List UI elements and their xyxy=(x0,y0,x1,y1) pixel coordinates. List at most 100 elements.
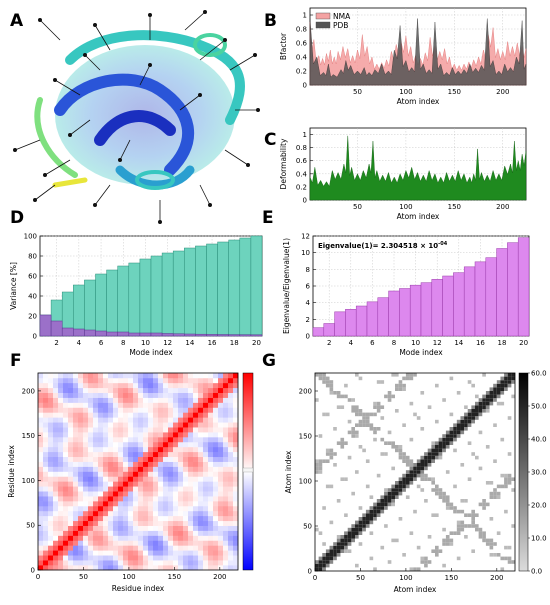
heatmap-cell xyxy=(188,520,194,526)
heatmap-cell xyxy=(173,545,179,551)
contact-cell xyxy=(329,549,334,553)
heatmap-cell xyxy=(218,422,224,428)
contact-cell xyxy=(413,412,417,417)
contact-cell xyxy=(416,459,421,463)
heatmap-cell xyxy=(218,550,224,556)
contact-cell xyxy=(482,499,486,503)
heatmap-cell xyxy=(108,456,114,462)
heatmap-cell xyxy=(118,441,124,448)
y-tick-label: 0 xyxy=(303,197,307,205)
heatmap-cell xyxy=(93,407,99,413)
contact-cell xyxy=(431,455,435,460)
heatmap-cell xyxy=(143,407,149,413)
y-tick-label: 100 xyxy=(22,477,35,485)
heatmap-cell xyxy=(53,491,59,497)
heatmap-cell xyxy=(208,451,214,458)
heatmap-cell xyxy=(228,407,234,413)
contact-cell xyxy=(478,412,483,417)
contact-cell xyxy=(344,394,348,399)
heatmap-cell xyxy=(158,402,164,408)
heatmap-cell xyxy=(163,565,169,571)
contact-cell xyxy=(373,427,377,431)
heatmap-cell xyxy=(83,422,89,428)
contact-cell xyxy=(489,517,494,521)
contact-cell xyxy=(395,373,399,377)
contact-cell xyxy=(493,553,497,557)
bar xyxy=(139,332,152,337)
y-axis-label: Residue index xyxy=(7,445,16,498)
contact-cell xyxy=(420,470,425,474)
heatmap-cell xyxy=(198,496,204,502)
contact-cell xyxy=(318,556,323,561)
heatmap-cell xyxy=(43,466,49,472)
heatmap-cell xyxy=(143,540,149,546)
heatmap-cell xyxy=(183,471,189,477)
arrow-head xyxy=(12,147,17,152)
heatmap-cell xyxy=(153,555,159,561)
heatmap-cell xyxy=(143,392,149,398)
heatmap-cell xyxy=(203,392,209,398)
contact-cell xyxy=(398,380,403,384)
heatmap-cell xyxy=(118,486,124,492)
heatmap-cell xyxy=(228,505,234,512)
heatmap-cell xyxy=(88,382,94,389)
heatmap-cell xyxy=(193,427,199,433)
contact-cell xyxy=(391,373,395,377)
heatmap-cell xyxy=(148,432,154,438)
contact-cell xyxy=(380,416,385,420)
heatmap-cell xyxy=(203,525,209,531)
contact-cell xyxy=(318,459,323,463)
contact-cell xyxy=(471,549,475,553)
heatmap-cell xyxy=(68,525,74,531)
heatmap-cell xyxy=(83,530,89,536)
heatmap-cell xyxy=(178,565,184,571)
contact-cell xyxy=(413,477,417,481)
contact-cell xyxy=(496,380,501,384)
heatmap-cell xyxy=(93,491,99,497)
contact-cell xyxy=(445,542,450,546)
x-tick-label: 20 xyxy=(252,339,261,347)
contact-cell xyxy=(442,495,446,499)
contact-cell xyxy=(511,394,515,399)
heatmap-cell xyxy=(193,387,199,393)
heatmap-cell xyxy=(68,501,74,507)
heatmap-cell xyxy=(58,505,64,512)
heatmap-cell xyxy=(138,501,144,507)
contact-cell xyxy=(449,434,454,438)
heatmap-cell xyxy=(123,446,129,453)
contact-cell xyxy=(340,549,345,553)
heatmap-cell xyxy=(83,515,89,522)
contact-cell xyxy=(500,484,505,489)
heatmap-cell xyxy=(123,373,129,379)
contact-cell xyxy=(427,463,432,467)
contact-cell xyxy=(355,520,359,525)
heatmap-cell xyxy=(198,407,204,413)
heatmap-cell xyxy=(158,451,164,458)
heatmap-cell xyxy=(193,496,199,502)
contact-cell xyxy=(322,553,326,557)
heatmap-cell xyxy=(193,476,199,482)
heatmap-cell xyxy=(133,560,139,566)
heatmap-cell xyxy=(98,535,104,541)
contact-cell xyxy=(475,416,479,420)
contact-cell xyxy=(395,448,399,453)
contact-cell xyxy=(471,419,475,424)
heatmap-cell xyxy=(88,496,94,502)
heatmap-cell xyxy=(218,456,224,462)
heatmap-cell xyxy=(168,441,174,448)
heatmap-cell xyxy=(128,471,134,477)
heatmap-cell xyxy=(98,555,104,561)
heatmap-cell xyxy=(178,437,184,443)
heatmap-cell xyxy=(163,417,169,423)
heatmap-cell xyxy=(98,392,104,398)
heatmap-cell xyxy=(218,417,224,423)
contact-cell xyxy=(329,545,334,550)
contact-cell xyxy=(318,567,323,571)
contact-cell xyxy=(347,527,352,532)
contact-cell xyxy=(453,423,457,427)
contact-cell xyxy=(460,416,465,420)
heatmap-cell xyxy=(193,471,199,477)
heatmap-cell xyxy=(58,515,64,522)
contact-cell xyxy=(453,484,457,489)
heatmap-cell xyxy=(128,560,134,566)
